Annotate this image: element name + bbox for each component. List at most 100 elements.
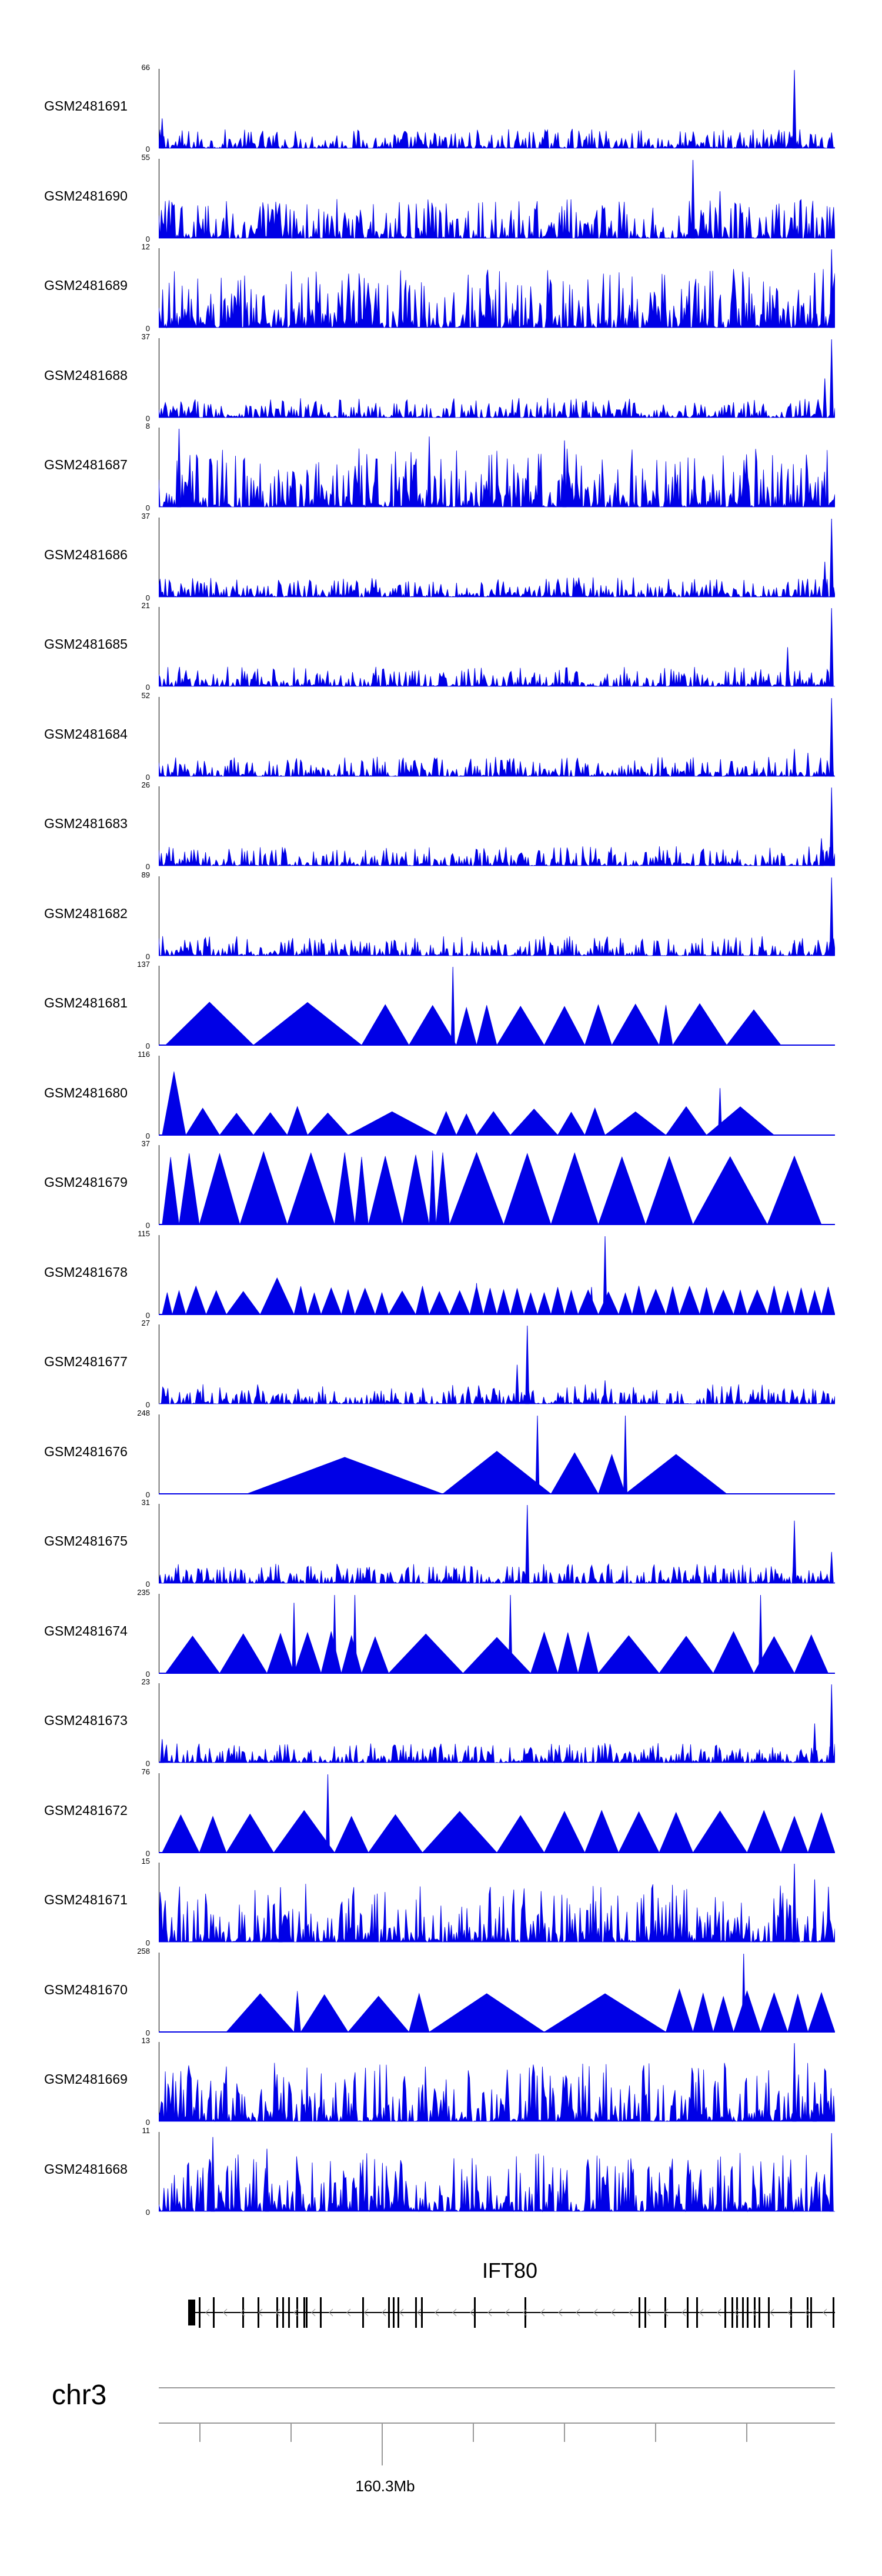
sample-label: GSM2481668 xyxy=(44,2161,128,2177)
coverage-peak xyxy=(415,1285,430,1314)
coverage-peak xyxy=(692,1810,748,1853)
gene-exon xyxy=(644,2297,646,2328)
strand-arrow xyxy=(805,2308,810,2317)
coverage-spike xyxy=(823,561,827,597)
coverage-peak xyxy=(185,1107,220,1135)
coverage-plot xyxy=(159,696,835,778)
coverage-peak xyxy=(564,1289,579,1314)
coverage-peak xyxy=(375,1292,389,1314)
coverage-peak xyxy=(747,1289,768,1314)
coverage-peak xyxy=(645,1288,666,1314)
coverage-peak xyxy=(557,1111,586,1135)
coverage-spike xyxy=(623,1415,628,1494)
coverage-peak xyxy=(429,1993,545,2032)
coverage-spike xyxy=(829,132,834,149)
y-min-label: 0 xyxy=(145,683,150,692)
track-GSM2481681: GSM2481681 137 0 xyxy=(0,960,882,1056)
coverage-spike xyxy=(717,191,723,238)
coverage-plot xyxy=(159,69,835,149)
coverage-spike xyxy=(829,608,834,687)
y-max-label: 26 xyxy=(141,780,150,789)
coverage-spike xyxy=(589,1286,594,1314)
coverage-peak xyxy=(537,1292,552,1314)
coverage-peak xyxy=(300,1994,349,2032)
coverage-peak xyxy=(807,1289,822,1314)
coverage-peak xyxy=(544,1006,585,1046)
coverage-peak xyxy=(550,1286,565,1314)
y-min-label: 0 xyxy=(145,1400,150,1409)
sample-label: GSM2481688 xyxy=(44,367,128,383)
gene-exon xyxy=(768,2297,770,2328)
track-GSM2481677: GSM2481677 27 0 xyxy=(0,1319,882,1414)
coverage-peak xyxy=(436,1110,457,1135)
track-GSM2481682: GSM2481682 89 0 xyxy=(0,870,882,966)
track-GSM2481669: GSM2481669 13 0 xyxy=(0,2036,882,2132)
coverage-spike xyxy=(160,1739,165,1763)
coverage-peak xyxy=(206,1290,227,1314)
coverage-spike xyxy=(525,1325,530,1404)
coverage-spike xyxy=(176,428,182,508)
gene-exon xyxy=(810,2297,812,2328)
chromosome-label: chr3 xyxy=(52,2380,107,2411)
y-max-label: 89 xyxy=(141,870,150,879)
gene-exon xyxy=(276,2297,278,2328)
sample-label: GSM2481678 xyxy=(44,1264,128,1280)
coverage-spike xyxy=(332,1594,337,1673)
track-GSM2481679: GSM2481679 37 0 xyxy=(0,1139,882,1235)
coverage-spike xyxy=(278,1887,283,1943)
coverage-peak xyxy=(544,1810,585,1853)
coverage-peak xyxy=(287,1152,335,1225)
coverage-spike xyxy=(450,966,455,1046)
coverage-spike xyxy=(325,1774,330,1853)
coverage-area xyxy=(159,1884,835,1943)
coverage-spike xyxy=(829,787,834,866)
coverage-peak xyxy=(665,1106,707,1135)
y-min-label: 0 xyxy=(145,1042,150,1050)
coverage-peak xyxy=(334,1815,369,1853)
coverage-peak xyxy=(320,1287,342,1314)
gene-exon xyxy=(731,2297,733,2328)
track-GSM2481675: GSM2481675 31 0 xyxy=(0,1498,882,1594)
coverage-peak xyxy=(293,1990,301,2032)
coverage-peak xyxy=(422,1810,497,1853)
track-GSM2481688: GSM2481688 37 0 xyxy=(0,332,882,428)
coverage-spike xyxy=(352,1594,358,1673)
gene-exon xyxy=(742,2297,744,2328)
coverage-peak xyxy=(713,1630,754,1673)
coverage-peak xyxy=(172,1289,186,1314)
gene-exon xyxy=(687,2297,689,2328)
strand-arrow xyxy=(717,2308,721,2317)
track-GSM2481670: GSM2481670 258 0 xyxy=(0,1947,882,2043)
track-GSM2481686: GSM2481686 37 0 xyxy=(0,512,882,608)
sample-label: GSM2481686 xyxy=(44,546,128,562)
y-max-label: 137 xyxy=(137,960,150,969)
coverage-peak xyxy=(388,1633,464,1673)
coverage-area xyxy=(159,269,835,329)
coverage-peak xyxy=(666,1988,693,2032)
coverage-peak xyxy=(726,1009,781,1046)
coverage-peak xyxy=(530,1631,558,1673)
gene-exon xyxy=(303,2297,305,2328)
coverage-spike xyxy=(160,118,165,149)
gene-exon xyxy=(415,2297,417,2328)
y-min-label: 0 xyxy=(145,1938,150,1947)
coverage-peak xyxy=(550,1451,599,1494)
coverage-peak xyxy=(807,1991,835,2032)
coverage-peak xyxy=(624,1453,727,1494)
coverage-peak xyxy=(679,1285,700,1314)
coverage-peak xyxy=(645,1156,693,1225)
coverage-peak xyxy=(577,1631,599,1673)
coverage-peak xyxy=(713,1995,734,2032)
strand-arrow xyxy=(505,2308,510,2317)
coverage-peak xyxy=(706,1106,775,1135)
coverage-peak xyxy=(584,1004,612,1046)
strand-arrow xyxy=(770,2308,774,2317)
y-min-label: 0 xyxy=(145,503,150,512)
sample-label: GSM2481683 xyxy=(44,816,128,831)
coverage-peak xyxy=(253,1112,288,1135)
gene-name: IFT80 xyxy=(482,2258,538,2283)
coverage-peak xyxy=(483,1287,497,1314)
coverage-peak xyxy=(747,1809,781,1853)
gene-exon xyxy=(736,2297,738,2328)
coverage-peak xyxy=(780,1815,808,1853)
